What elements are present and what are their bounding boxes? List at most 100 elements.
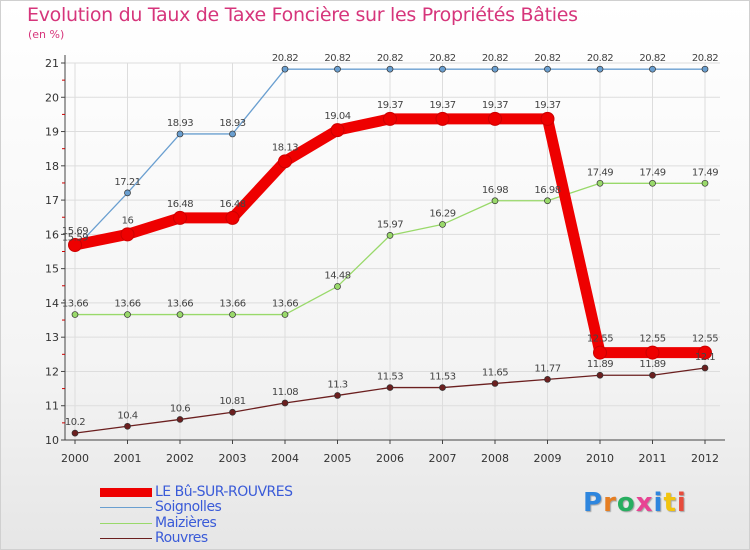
data-label: 13.66 — [114, 299, 140, 310]
data-point — [278, 154, 292, 169]
x-tick-label: 2010 — [586, 452, 614, 465]
data-point — [386, 232, 394, 239]
x-tick-label: 2008 — [481, 452, 509, 465]
data-point — [540, 111, 555, 126]
y-tick-label: 14 — [45, 297, 59, 310]
data-label: 11.77 — [534, 363, 560, 374]
data-label: 12.55 — [639, 334, 665, 345]
y-tick-label: 16 — [45, 228, 59, 241]
data-point — [229, 311, 236, 318]
data-point — [698, 345, 712, 360]
x-tick-label: 2005 — [324, 452, 352, 465]
data-point — [649, 371, 656, 379]
data-label: 10.81 — [219, 396, 245, 407]
data-point — [386, 384, 394, 391]
data-point — [334, 392, 341, 399]
y-tick-label: 18 — [45, 160, 59, 173]
data-point — [645, 345, 660, 360]
data-label: 20.82 — [272, 53, 298, 64]
data-label: 15.59 — [62, 232, 88, 243]
data-point — [383, 111, 397, 126]
data-point — [334, 65, 341, 73]
data-label: 10.2 — [65, 417, 85, 428]
data-label: 17.21 — [114, 177, 140, 188]
data-label: 15.97 — [377, 219, 403, 230]
data-label: 16.98 — [534, 185, 560, 196]
legend-label: Soignolles — [155, 499, 222, 515]
logo-letter: r — [603, 488, 617, 518]
data-label: 16.98 — [482, 185, 508, 196]
data-point — [124, 422, 131, 430]
proxiti-logo: Proxiti — [583, 488, 687, 518]
data-point — [544, 375, 551, 383]
data-label: 13.66 — [62, 299, 88, 310]
data-label: 12.55 — [587, 334, 613, 345]
x-tick-label: 2007 — [429, 452, 457, 465]
legend-label: LE Bû-SUR-ROUVRES — [155, 484, 293, 500]
data-label: 19.37 — [377, 100, 403, 111]
data-label: 11.89 — [587, 359, 613, 370]
data-label: 11.3 — [327, 379, 347, 390]
data-label: 17.49 — [692, 167, 718, 178]
data-point — [176, 416, 184, 423]
data-label: 12.1 — [695, 352, 715, 363]
data-point — [124, 311, 131, 318]
logo-letter: i — [676, 488, 687, 518]
data-point — [71, 429, 79, 437]
data-point — [649, 179, 656, 187]
data-label: 18.93 — [219, 118, 245, 129]
data-label: 10.4 — [117, 410, 137, 421]
data-point — [281, 65, 289, 73]
data-label: 10.6 — [170, 403, 190, 414]
data-point — [176, 130, 184, 138]
data-label: 20.82 — [587, 53, 613, 64]
x-tick-label: 2001 — [114, 452, 142, 465]
data-label: 20.82 — [377, 53, 403, 64]
data-point — [176, 311, 184, 318]
x-tick-label: 2006 — [376, 452, 404, 465]
data-point — [649, 65, 656, 73]
x-tick-label: 2004 — [271, 452, 299, 465]
data-point — [701, 179, 709, 187]
logo-letter: t — [663, 488, 677, 518]
data-point — [334, 283, 341, 290]
data-label: 17.49 — [639, 167, 665, 178]
y-tick-label: 12 — [45, 365, 59, 378]
legend-swatch — [100, 488, 152, 497]
data-point — [281, 311, 289, 318]
legend-swatch — [100, 522, 152, 524]
data-label: 13.66 — [219, 299, 245, 310]
data-label: 11.53 — [429, 372, 455, 383]
data-label: 19.37 — [429, 100, 455, 111]
logo-letter: x — [635, 488, 654, 518]
data-label: 14.48 — [324, 270, 350, 281]
y-tick-label: 15 — [45, 263, 59, 276]
data-point — [544, 197, 551, 205]
data-point — [596, 65, 604, 73]
legend-swatch — [100, 507, 152, 508]
data-label: 16.48 — [219, 199, 245, 210]
data-label: 12.55 — [692, 334, 718, 345]
data-point — [173, 210, 187, 225]
y-tick-label: 20 — [45, 91, 59, 104]
y-tick-label: 10 — [45, 434, 59, 447]
data-label: 20.82 — [482, 53, 508, 64]
data-label: 17.49 — [587, 167, 613, 178]
data-label: 19.04 — [324, 111, 350, 122]
data-label: 11.08 — [272, 387, 298, 398]
data-point — [439, 221, 446, 228]
y-tick-label: 17 — [45, 194, 59, 207]
legend-swatch — [100, 538, 152, 539]
series-2 — [71, 179, 709, 318]
y-axis-unit-label: (en %) — [28, 28, 65, 41]
x-tick-label: 2012 — [691, 452, 719, 465]
data-point — [435, 111, 450, 126]
data-label: 11.65 — [482, 367, 508, 378]
data-label: 19.37 — [534, 100, 560, 111]
data-point — [596, 371, 604, 379]
data-label: 20.82 — [429, 53, 455, 64]
y-tick-label: 13 — [45, 331, 59, 344]
x-tick-label: 2009 — [534, 452, 562, 465]
